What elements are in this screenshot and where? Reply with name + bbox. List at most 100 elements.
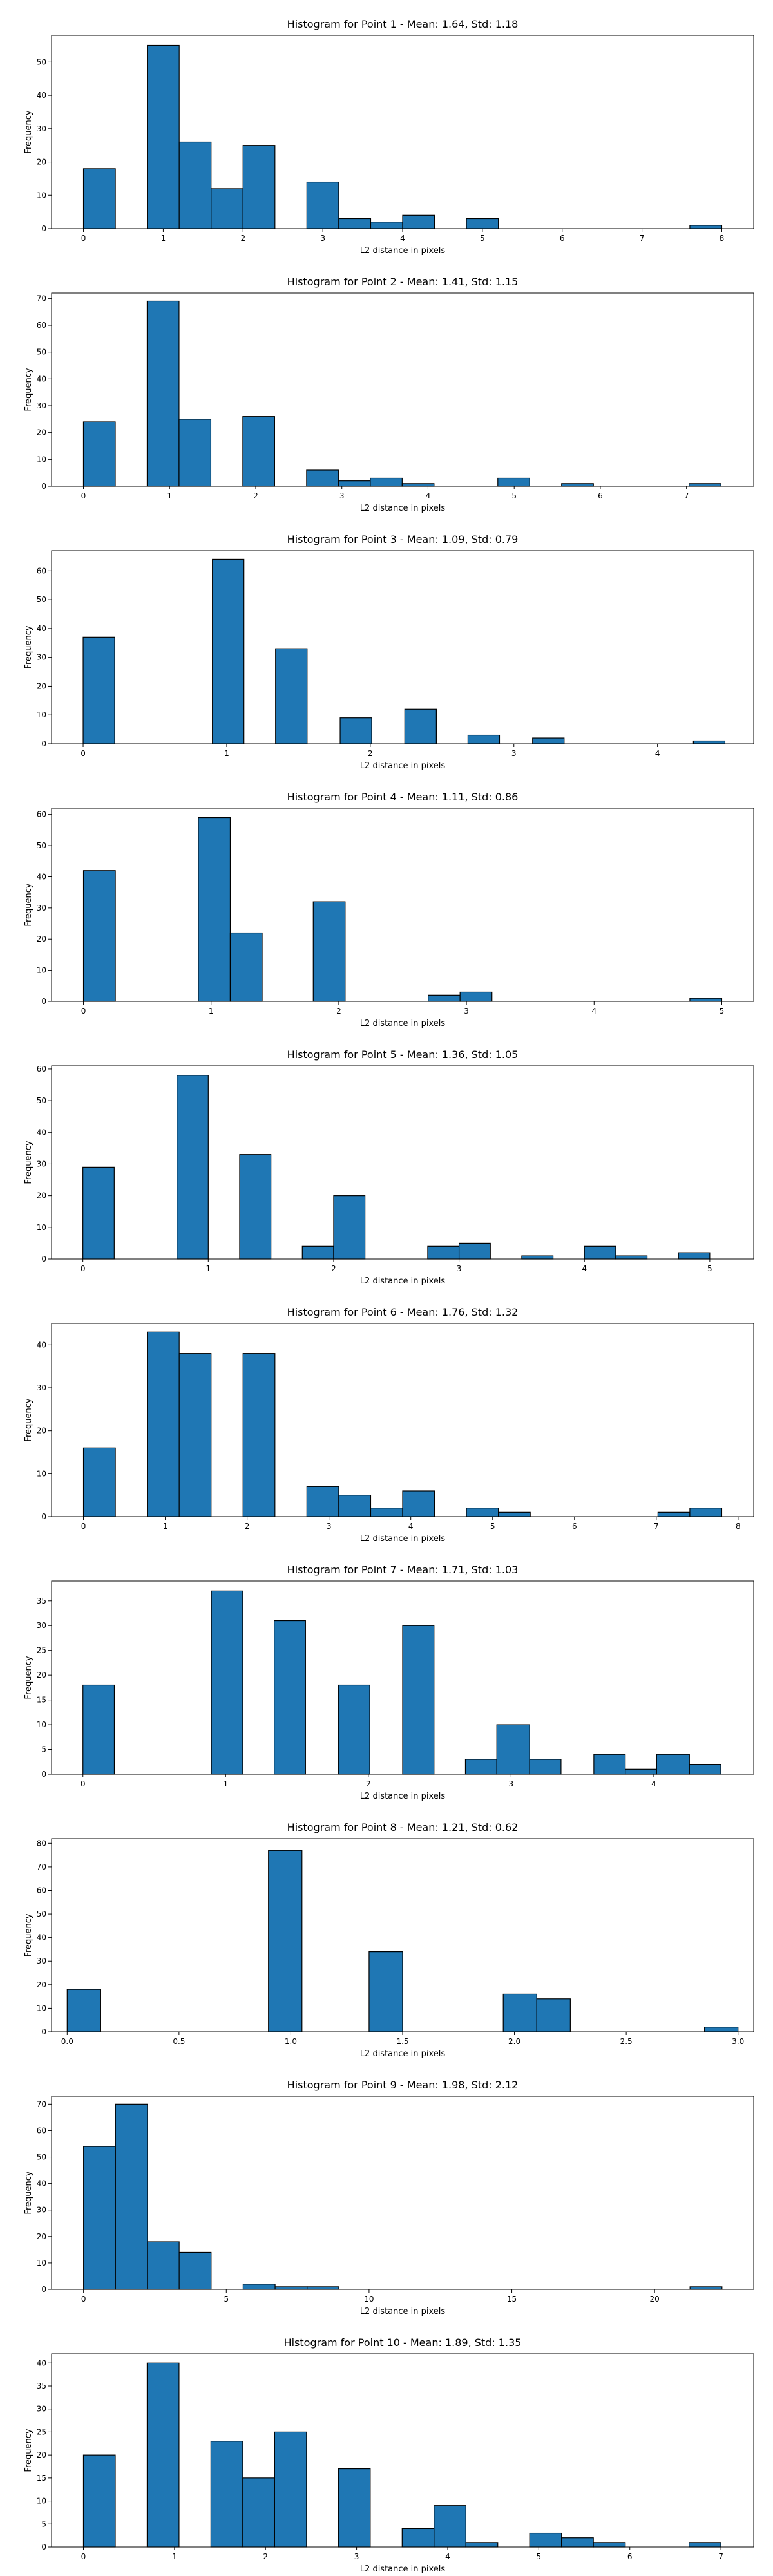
histogram-panel-3: Histogram for Point 3 - Mean: 1.09, Std:… [24,533,754,771]
x-tick-label: 10 [364,2295,374,2304]
y-axis-label: Frequency [24,2429,33,2472]
histogram-bar [178,1353,212,1517]
x-tick-label: 4 [655,749,660,758]
x-tick-label: 2.0 [508,2037,520,2046]
x-tick-label: 3 [339,491,345,500]
y-tick-label: 20 [37,1671,46,1680]
x-tick-label: 0 [81,2295,86,2304]
histogram-panel-10: Histogram for Point 10 - Mean: 1.89, Std… [24,2336,754,2574]
histogram-panel-4: Histogram for Point 4 - Mean: 1.11, Std:… [24,791,754,1028]
histogram-bar [242,145,276,229]
y-tick-label: 40 [37,1933,46,1942]
x-axis-label: L2 distance in pixels [360,1276,446,1286]
x-tick-label: 2 [253,491,258,500]
histogram-bar [338,218,372,229]
histogram-bar [268,1850,303,2032]
x-tick-label: 4 [400,234,405,243]
y-tick-label: 0 [41,2285,46,2294]
plot-frame [51,292,754,487]
y-tick-label: 60 [37,566,46,575]
y-tick-label: 50 [37,841,46,850]
histogram-bar [593,1754,626,1775]
y-tick-label: 40 [37,91,46,100]
x-tick-label: 8 [736,1522,741,1531]
y-tick-label: 30 [37,124,46,133]
histogram-bar [82,636,115,744]
x-tick-label: 4 [426,491,431,500]
y-axis-label: Frequency [24,883,33,926]
y-tick-label: 40 [37,872,46,881]
y-tick-label: 40 [37,374,46,383]
histogram-bar [239,1154,272,1260]
histogram-bar [242,416,275,487]
x-tick-label: 4 [582,1264,587,1273]
histogram-bar [242,2284,276,2290]
histogram-bar [210,2441,243,2548]
histogram-bar [561,483,594,487]
histogram-panel-8: Histogram for Point 8 - Mean: 1.21, Std:… [24,1821,754,2059]
x-tick-label: 5 [490,1522,495,1531]
histogram-bar [301,1245,334,1260]
histogram-bar [178,141,212,229]
plot-frame [51,1323,754,1517]
x-tick-label: 1 [224,749,229,758]
histogram-bar [82,2454,116,2548]
y-tick-label: 10 [37,1469,46,1478]
x-tick-label: 2 [368,749,373,758]
y-tick-label: 80 [37,1839,46,1848]
x-tick-label: 2 [263,2552,268,2561]
histogram-bar [657,1511,691,1517]
x-tick-label: 2 [245,1522,250,1531]
x-axis-label: L2 distance in pixels [360,246,446,256]
histogram-bar [82,421,116,487]
x-tick-label: 5 [480,234,485,243]
histogram-bar [689,1508,723,1517]
chart-title: Histogram for Point 1 - Mean: 1.64, Std:… [287,18,519,30]
histogram-bar [502,1993,537,2032]
histogram-bar [689,998,723,1002]
y-tick-label: 30 [37,1621,46,1630]
histogram-bar [82,870,116,1002]
y-tick-label: 30 [37,653,46,662]
chart-title: Histogram for Point 6 - Mean: 1.76, Std:… [287,1306,519,1318]
x-axis-label: L2 distance in pixels [360,1534,446,1544]
y-tick-label: 50 [37,1096,46,1105]
y-tick-label: 25 [37,1646,46,1655]
histogram-bar [615,1255,648,1260]
histogram-bar [689,1764,721,1775]
histogram-bar [177,1075,209,1260]
y-tick-label: 10 [37,191,46,200]
y-tick-label: 60 [37,321,46,330]
chart-title: Histogram for Point 8 - Mean: 1.21, Std:… [287,1821,519,1833]
histogram-bar [66,1989,101,2032]
x-tick-label: 4 [651,1779,656,1788]
histogram-bar [401,2528,435,2548]
x-tick-label: 3 [327,1522,332,1531]
y-tick-label: 10 [37,2259,46,2268]
histogram-bar [466,1508,499,1517]
y-tick-label: 20 [37,1426,46,1435]
histogram-panel-7: Histogram for Point 7 - Mean: 1.71, Std:… [24,1564,754,1801]
x-tick-label: 5 [707,1264,712,1273]
histogram-bar [529,2532,562,2548]
y-tick-label: 5 [41,2519,46,2528]
x-tick-label: 0 [81,2552,86,2561]
histogram-bar [692,740,726,744]
x-tick-label: 5 [720,1007,725,1016]
y-axis-label: Frequency [24,368,33,411]
x-tick-label: 0 [81,749,86,758]
histogram-bar [212,558,245,744]
y-tick-label: 0 [41,1770,46,1779]
histogram-bar [82,1447,116,1517]
histogram-bar [229,932,263,1002]
x-tick-label: 6 [627,2552,633,2561]
x-tick-label: 0.5 [173,2037,185,2046]
x-tick-label: 5 [511,491,517,500]
histogram-bar [593,2542,626,2548]
x-tick-label: 3 [457,1264,462,1273]
chart-title: Histogram for Point 5 - Mean: 1.36, Std:… [287,1048,519,1061]
y-tick-label: 40 [37,2358,46,2367]
histogram-bar [274,2286,308,2290]
x-axis-label: L2 distance in pixels [360,761,446,771]
histogram-bar [521,1255,554,1260]
